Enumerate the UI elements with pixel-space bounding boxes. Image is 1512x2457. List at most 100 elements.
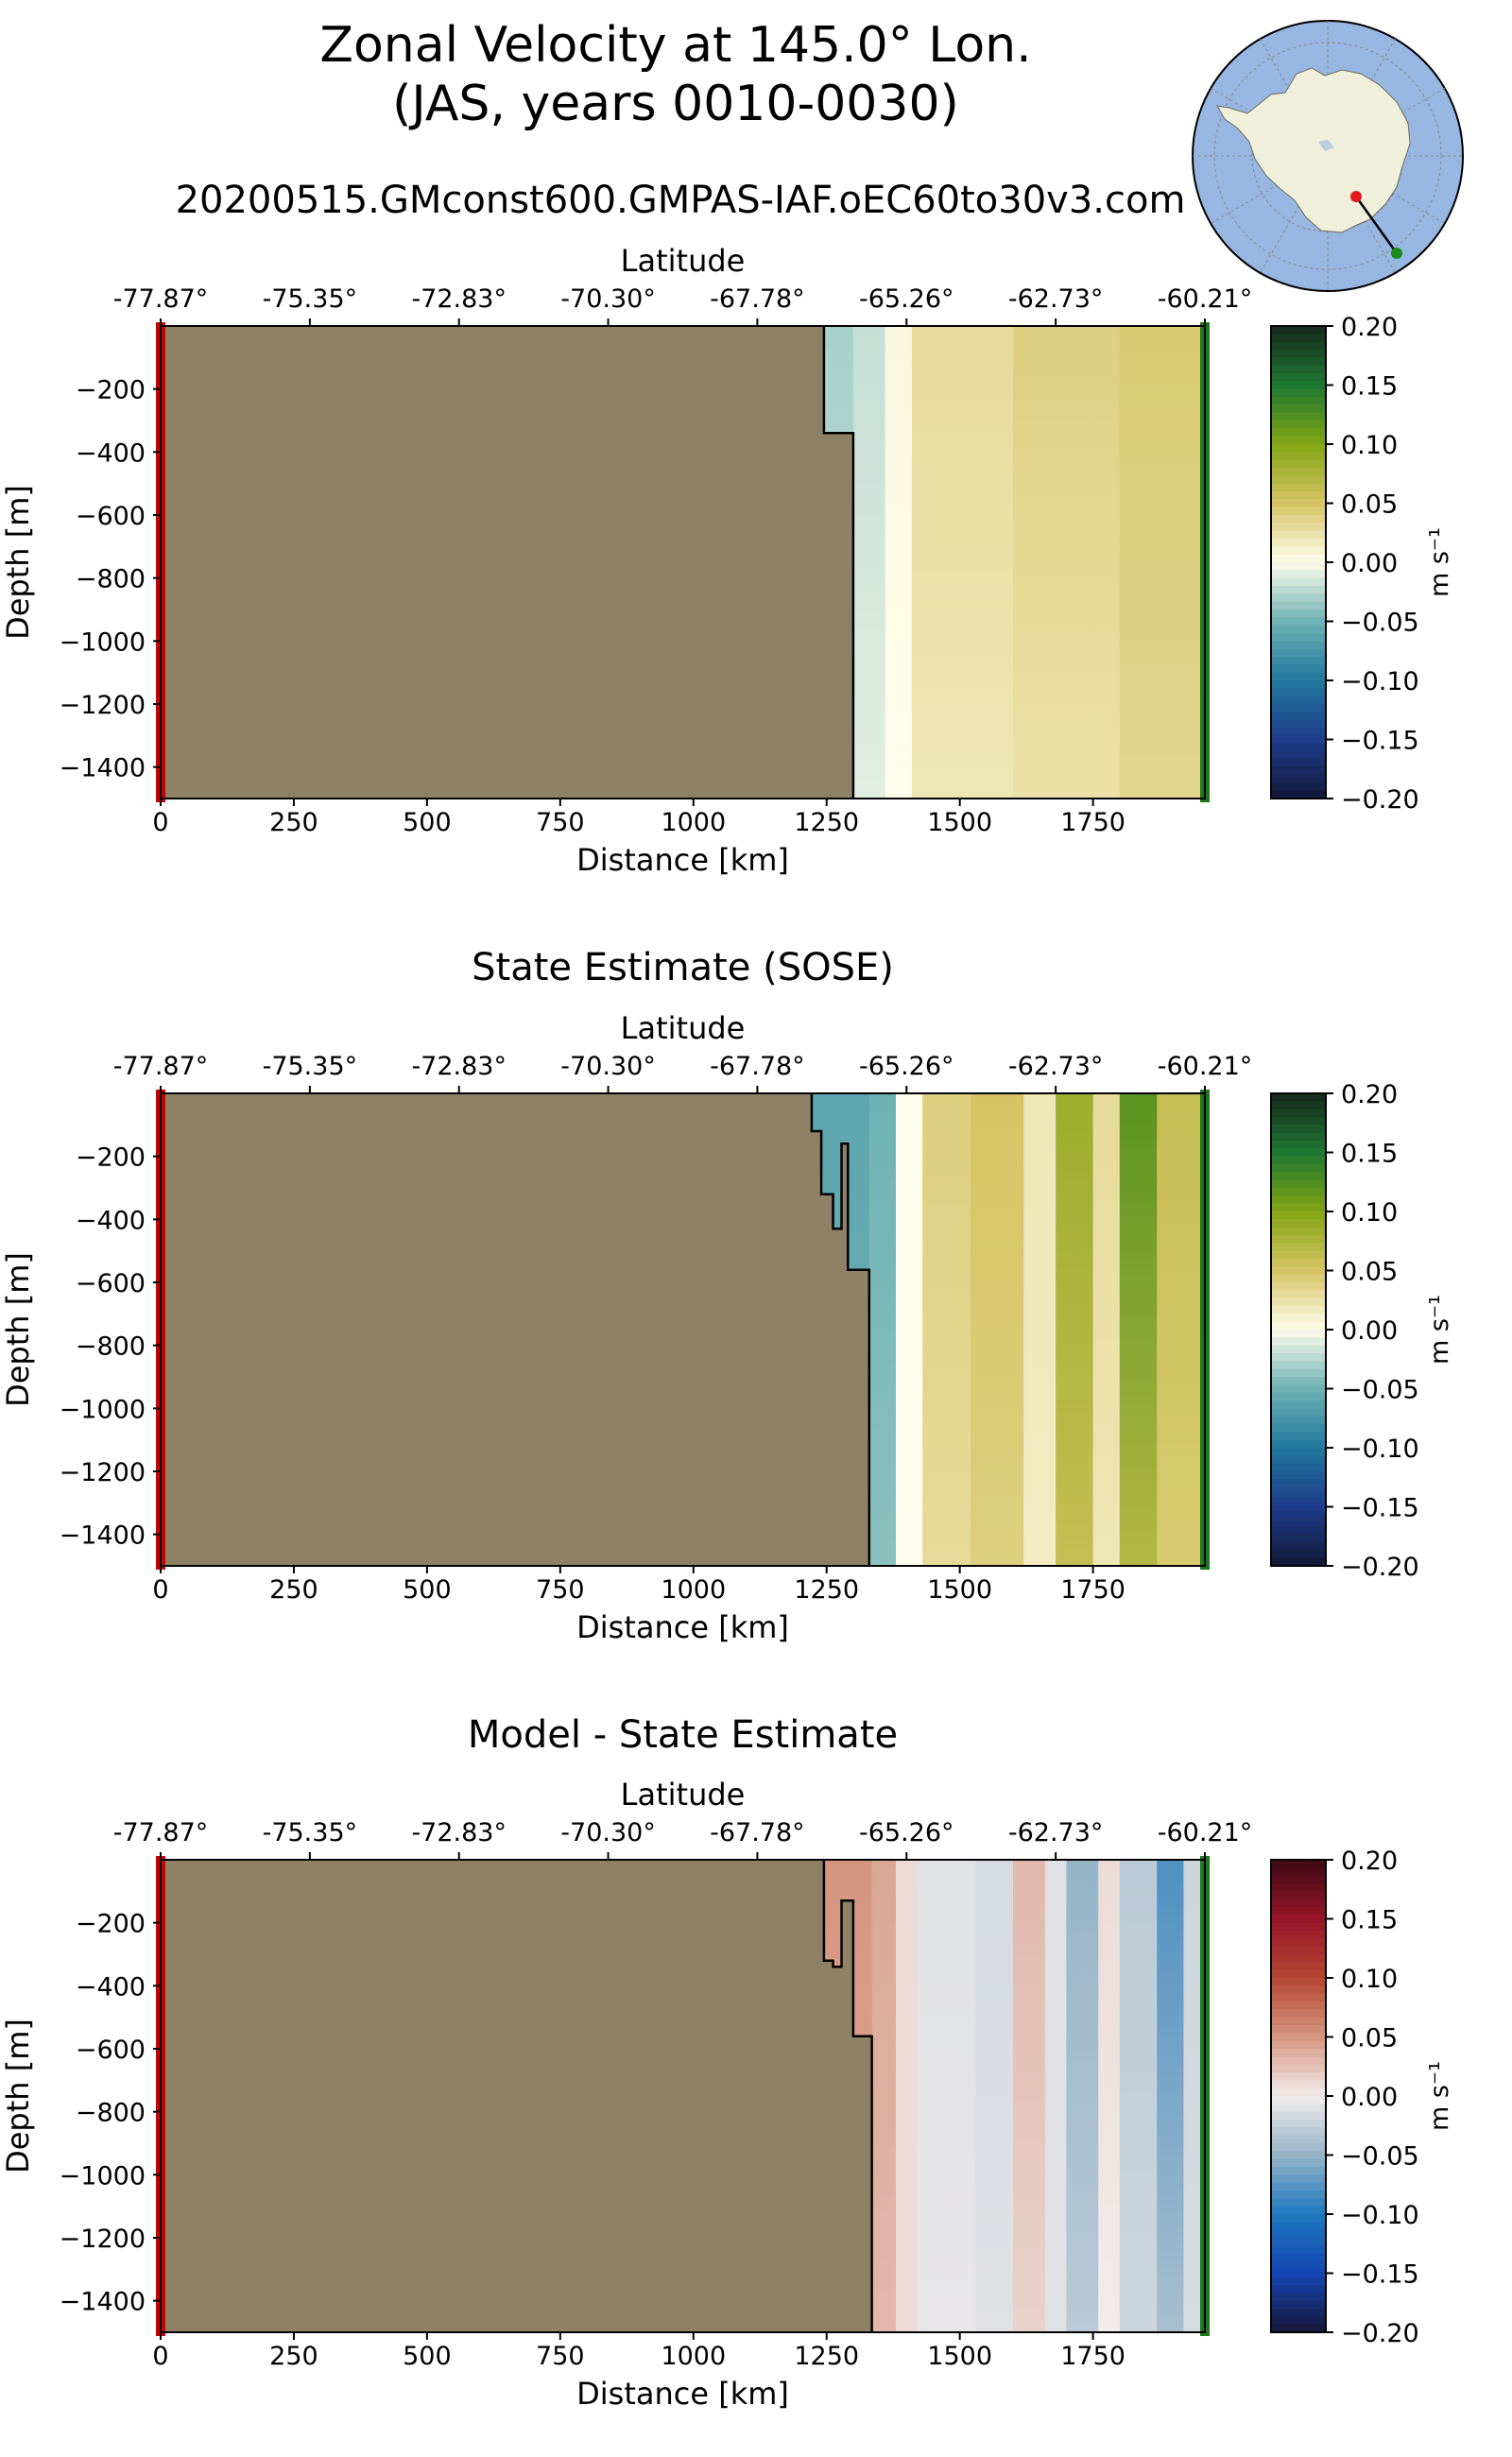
- sose-lat-tick-label: -67.78°: [710, 1052, 805, 1081]
- model-colorbar-swatch: [1271, 404, 1326, 414]
- sose-y-tick-label: −1400: [60, 1521, 146, 1551]
- difference-colorbar-swatch: [1271, 2214, 1326, 2224]
- sose-ylabel: Depth [m]: [0, 1252, 36, 1407]
- difference-x-tick-label: 1500: [927, 2342, 992, 2371]
- sose-colorbar-swatch: [1271, 1108, 1326, 1118]
- model-colorbar-swatch: [1271, 483, 1326, 492]
- sose-velocity-column: [922, 1093, 971, 1566]
- difference-colorbar-tick-label: 0.05: [1341, 2024, 1398, 2053]
- sose-colorbar-swatch: [1271, 1463, 1326, 1472]
- sose-colorbar-swatch: [1271, 1368, 1326, 1378]
- sose-colorbar-swatch: [1271, 1361, 1326, 1370]
- model-velocity-column: [1013, 326, 1121, 799]
- sose-colorbar-swatch: [1271, 1101, 1326, 1110]
- sose-colorbar-tick-label: −0.05: [1341, 1376, 1419, 1405]
- model-colorbar-swatch: [1271, 593, 1326, 603]
- inset-antarctica-map: [1192, 20, 1464, 292]
- model-colorbar-swatch: [1271, 586, 1326, 595]
- sose-top-axis-label: Latitude: [621, 1010, 746, 1046]
- difference-colorbar-swatch: [1271, 2151, 1326, 2160]
- sose-colorbar-swatch: [1271, 1172, 1326, 1181]
- sose-colorbar-swatch: [1271, 1250, 1326, 1260]
- sose-colorbar-swatch: [1271, 1519, 1326, 1528]
- sose-colorbar-swatch: [1271, 1132, 1326, 1142]
- difference-lat-tick-label: -67.78°: [710, 1818, 805, 1847]
- difference-title: Model - State Estimate: [468, 1713, 898, 1757]
- model-colorbar-tick-label: 0.00: [1341, 549, 1398, 578]
- model-colorbar-swatch: [1271, 523, 1326, 532]
- inset-latitude-circle: [1213, 42, 1442, 270]
- sose-x-tick-label: 1750: [1060, 1575, 1125, 1605]
- sose-x-tick-label: 1500: [927, 1575, 992, 1605]
- sose-colorbar-swatch: [1271, 1219, 1326, 1228]
- model-colorbar-swatch: [1271, 421, 1326, 430]
- model-colorbar-swatch: [1271, 350, 1326, 359]
- difference-colorbar-swatch: [1271, 2238, 1326, 2247]
- model-lat-tick-label: -67.78°: [710, 284, 805, 314]
- difference-colorbar-swatch: [1271, 2293, 1326, 2302]
- model-x-tick-label: 0: [152, 808, 168, 837]
- difference-land-mask: [161, 1860, 872, 2332]
- sose-colorbar-swatch: [1271, 1314, 1326, 1323]
- difference-colorbar-swatch: [1271, 2191, 1326, 2200]
- difference-colorbar-swatch: [1271, 2049, 1326, 2058]
- difference-bathymetry-line: [822, 1860, 873, 2332]
- model-colorbar-swatch: [1271, 743, 1326, 752]
- sose-colorbar: 0.20 0.15 0.10 0.05 0.00 −0.05 −0.10 −0.15 −0.20…: [1270, 1080, 1454, 1582]
- difference-y-tick-label: −1000: [60, 2161, 146, 2191]
- sose-colorbar-swatch: [1271, 1526, 1326, 1536]
- difference-x-tick-label: 500: [403, 2342, 452, 2371]
- model-colorbar-tick-label: 0.10: [1341, 431, 1398, 460]
- model-colorbar-tick-label: 0.05: [1341, 490, 1398, 520]
- difference-y-tick-label: −200: [76, 1910, 146, 1939]
- model-colorbar-swatch: [1271, 641, 1326, 650]
- difference-colorbar-swatch: [1271, 1860, 1326, 1869]
- sose-colorbar-tick-label: −0.15: [1341, 1494, 1419, 1523]
- model-bathymetry-line: [822, 326, 855, 799]
- difference-colorbar-swatch: [1271, 1946, 1326, 1955]
- model-xlabel: Distance [km]: [576, 842, 789, 878]
- difference-colorbar-swatch: [1271, 2127, 1326, 2137]
- sose-colorbar-swatch: [1271, 1503, 1326, 1512]
- difference-colorbar-swatch: [1271, 1931, 1326, 1940]
- model-colorbar-swatch: [1271, 648, 1326, 658]
- difference-colorbar: 0.20 0.15 0.10 0.05 0.00 −0.05 −0.10 −0.15 −0.20…: [1270, 1847, 1454, 2348]
- model-y-tick-label: −1400: [60, 754, 146, 783]
- model-colorbar-swatch: [1271, 459, 1326, 469]
- model-colorbar-swatch: [1271, 530, 1326, 540]
- model-colorbar-swatch: [1271, 397, 1326, 406]
- sose-colorbar-swatch: [1271, 1148, 1326, 1158]
- model-colorbar-swatch: [1271, 507, 1326, 516]
- difference-velocity-column: [896, 1860, 919, 2332]
- model-colorbar-swatch: [1271, 696, 1326, 705]
- sose-colorbar-swatch: [1271, 1486, 1326, 1496]
- model-lat-tick-label: -75.35°: [263, 284, 358, 314]
- sose-colorbar-swatch: [1271, 1392, 1326, 1401]
- model-colorbar-swatch: [1271, 664, 1326, 674]
- difference-colorbar-swatch: [1271, 2135, 1326, 2144]
- model-y-tick-label: −1000: [60, 627, 146, 657]
- model-velocity-column: [1119, 326, 1205, 799]
- difference-top-axis-label: Latitude: [621, 1777, 746, 1813]
- sose-colorbar-swatch: [1271, 1093, 1326, 1103]
- sose-colorbar-swatch: [1271, 1345, 1326, 1354]
- sose-colorbar-swatch: [1271, 1416, 1326, 1425]
- difference-ylabel: Depth [m]: [0, 2019, 36, 2174]
- inset-end-marker: [1391, 248, 1402, 259]
- model-x-tick-label: 1500: [927, 808, 992, 837]
- difference-colorbar-swatch: [1271, 2309, 1326, 2318]
- difference-colorbar-swatch: [1271, 1899, 1326, 1908]
- inset-start-marker: [1350, 191, 1362, 202]
- difference-colorbar-swatch: [1271, 2300, 1326, 2310]
- sose-colorbar-tick-label: 0.05: [1341, 1258, 1398, 1287]
- sose-colorbar-swatch: [1271, 1400, 1326, 1410]
- difference-velocity-column: [1066, 1860, 1100, 2332]
- sose-x-tick-label: 250: [269, 1575, 318, 1605]
- model-colorbar-swatch: [1271, 452, 1326, 461]
- difference-colorbar-swatch: [1271, 1891, 1326, 1900]
- sose-colorbar-swatch: [1271, 1384, 1326, 1394]
- difference-colorbar-swatch: [1271, 2182, 1326, 2191]
- model-colorbar-swatch: [1271, 436, 1326, 445]
- difference-colorbar-swatch: [1271, 2009, 1326, 2019]
